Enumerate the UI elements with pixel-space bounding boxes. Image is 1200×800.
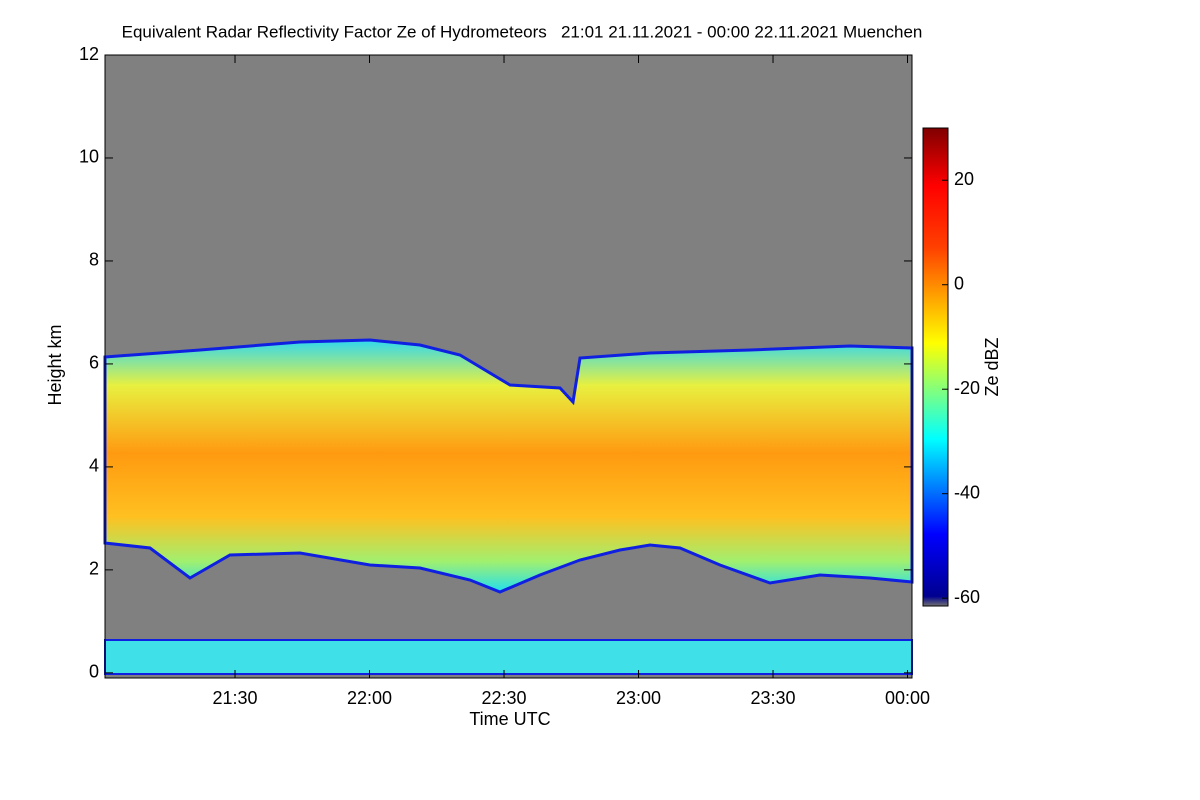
colorbar-label: Ze dBZ — [982, 337, 1002, 396]
plot-frame — [104, 54, 913, 679]
colorbar — [922, 127, 949, 607]
y-tick-label: 0 — [89, 662, 99, 682]
x-tick-label: 23:30 — [750, 688, 795, 708]
y-tick-label: 4 — [89, 456, 99, 476]
y-tick-label: 6 — [89, 353, 99, 373]
x-tick-label: 22:30 — [481, 688, 526, 708]
x-tick-label: 00:00 — [885, 688, 930, 708]
y-tick-label: 12 — [79, 44, 99, 64]
low-echo-band — [104, 639, 913, 675]
colorbar-tick-label: -20 — [954, 378, 980, 398]
y-tick-label: 2 — [89, 559, 99, 579]
y-axis-label: Height km — [45, 324, 65, 405]
cloud-echo — [103, 338, 914, 594]
colorbar-tick-label: 20 — [954, 169, 974, 189]
x-axis-label: Time UTC — [469, 709, 550, 729]
colorbar-tick-label: 0 — [954, 273, 964, 293]
chart-title: Equivalent Radar Reflectivity Factor Ze … — [122, 22, 923, 41]
colorbar-tick-label: -60 — [954, 587, 980, 607]
x-tick-label: 23:00 — [616, 688, 661, 708]
x-tick-label: 21:30 — [212, 688, 257, 708]
y-tick-label: 10 — [79, 147, 99, 167]
colorbar-tick-label: -40 — [954, 482, 980, 502]
y-tick-label: 8 — [89, 250, 99, 270]
x-tick-label: 22:00 — [347, 688, 392, 708]
